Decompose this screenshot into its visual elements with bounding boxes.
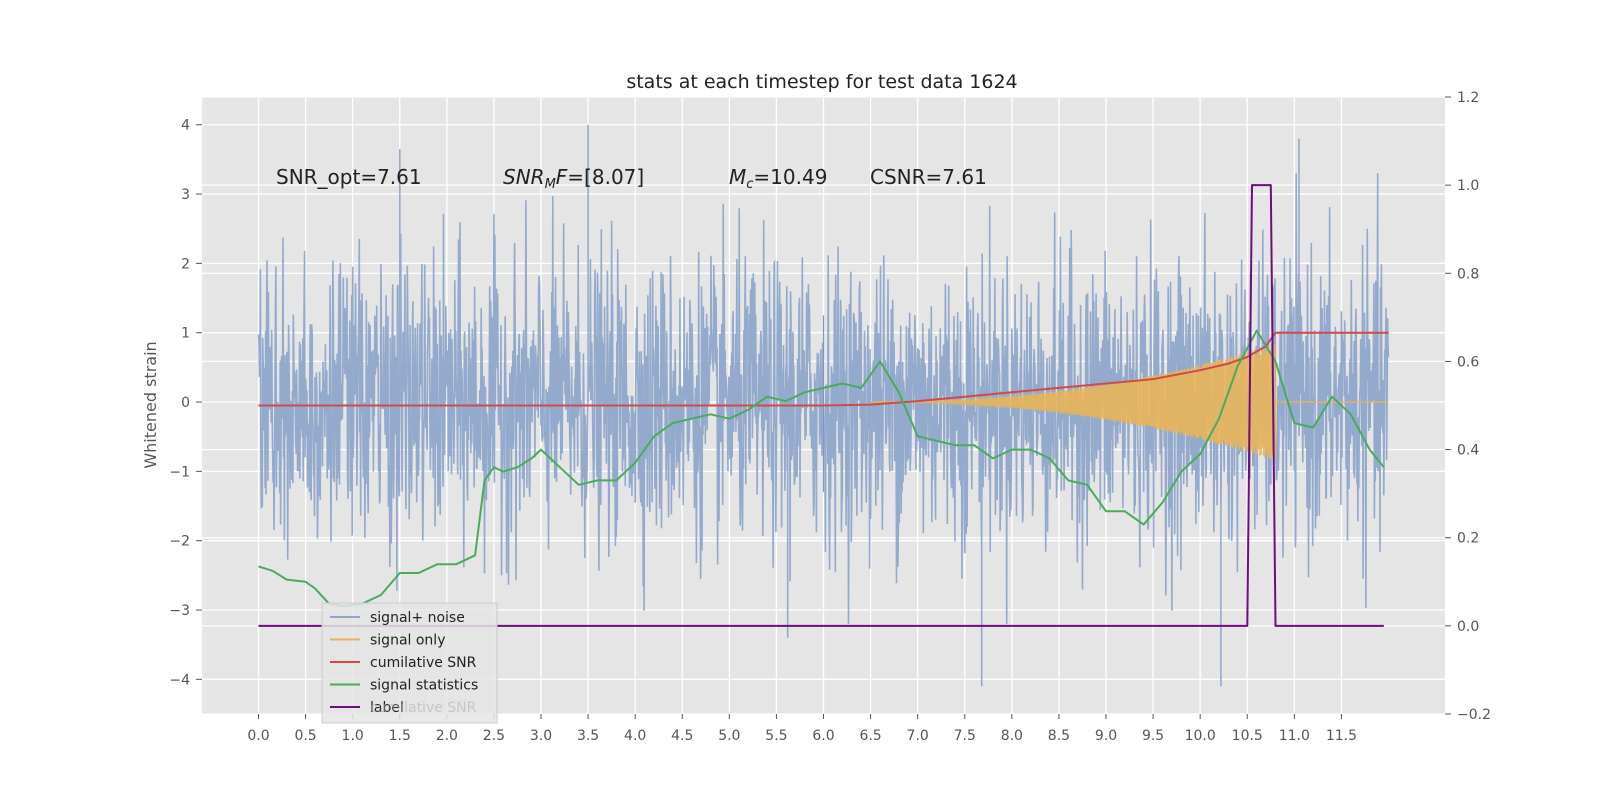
x-tick-label: 3.5: [577, 728, 599, 744]
legend-entry: signal statistics: [330, 678, 478, 694]
x-tick-label: 8.0: [1001, 728, 1023, 744]
y-tick-label: −2: [169, 534, 190, 550]
x-tick-label: 0.0: [247, 728, 269, 744]
x-tick-label: 10.0: [1185, 728, 1216, 744]
series-line-signal-statistics: [258, 329, 1385, 607]
x-tick-label: 4.0: [624, 728, 646, 744]
y-axis-ticks: 4 3 2 1 0 −1 −2 −3 −4: [169, 118, 202, 688]
annotation-csnr: CSNR=7.61: [870, 165, 987, 189]
y-tick-label: 3: [181, 187, 190, 203]
y2-tick-label: 0.4: [1457, 443, 1479, 459]
y2-tick-label: 1.2: [1457, 90, 1479, 106]
chart-title: stats at each timestep for test data 162…: [626, 71, 1017, 93]
x-tick-label: 11.0: [1279, 728, 1310, 744]
y2-tick-label: 0.2: [1457, 531, 1479, 547]
x-tick-label: 0.5: [294, 728, 316, 744]
x-tick-label: 2.5: [483, 728, 505, 744]
annotation-snr-opt: SNR_opt=7.61: [276, 165, 422, 189]
line-series: [258, 184, 1389, 627]
legend-label: cumilative SNR: [370, 655, 477, 671]
y-tick-label: 4: [181, 118, 190, 134]
legend-ghost-label: cumilative SNR: [370, 700, 477, 716]
legend-entry: label: [330, 700, 404, 716]
series-line-label: [258, 184, 1384, 627]
x-tick-label: 7.5: [954, 728, 976, 744]
y2-tick-label: −0.2: [1457, 707, 1491, 723]
y-tick-label: −3: [169, 603, 190, 619]
y2-tick-label: 1.0: [1457, 178, 1479, 194]
series-signal-noise: [257, 124, 1390, 687]
y2-axis-ticks: 1.2 1.0 0.8 0.6 0.4 0.2 0.0 −0.2: [1445, 90, 1491, 723]
x-tick-label: 6.0: [812, 728, 834, 744]
legend-label: signal only: [370, 633, 445, 649]
x-tick-label: 9.0: [1095, 728, 1117, 744]
y-tick-label: 1: [181, 326, 190, 342]
x-tick-label: 3.0: [530, 728, 552, 744]
legend-label: label: [370, 700, 404, 716]
legend-entry: signal+ noise: [330, 610, 465, 626]
annotation-snr-mf: SNRMF=[8.07]: [503, 165, 644, 192]
x-tick-label: 11.5: [1326, 728, 1357, 744]
y2-tick-label: 0.6: [1457, 354, 1479, 370]
y2-tick-label: 0.0: [1457, 619, 1479, 635]
y-tick-label: −1: [169, 464, 190, 480]
x-tick-label: 9.5: [1142, 728, 1164, 744]
x-tick-label: 5.5: [765, 728, 787, 744]
x-axis-ticks: 0.0 0.5 1.0 1.5 2.0 2.5 3.0 3.5 4.0 4.5 5.0 5.5 6.0 6…: [247, 714, 1357, 744]
x-tick-label: 5.0: [718, 728, 740, 744]
x-tick-label: 2.0: [436, 728, 458, 744]
annotation-mc: Mc=10.49: [729, 165, 827, 192]
y-tick-label: 2: [181, 256, 190, 272]
y-axis-label: Whitened strain: [141, 341, 160, 468]
x-tick-label: 7.0: [907, 728, 929, 744]
legend: signal+ noise signal only cumilative SNR si…: [321, 602, 498, 724]
x-tick-label: 1.0: [342, 728, 364, 744]
x-tick-label: 8.5: [1048, 728, 1070, 744]
x-tick-label: 10.5: [1232, 728, 1263, 744]
x-tick-label: 6.5: [859, 728, 881, 744]
legend-label: signal statistics: [370, 678, 478, 694]
y2-tick-label: 0.8: [1457, 266, 1479, 282]
legend-label: signal+ noise: [370, 610, 465, 626]
y-tick-label: 0: [181, 395, 190, 411]
legend-entry: signal only: [330, 633, 445, 649]
y-tick-label: −4: [169, 672, 190, 688]
x-tick-label: 4.5: [671, 728, 693, 744]
x-tick-label: 1.5: [389, 728, 411, 744]
legend-entry: cumilative SNR: [330, 655, 477, 671]
